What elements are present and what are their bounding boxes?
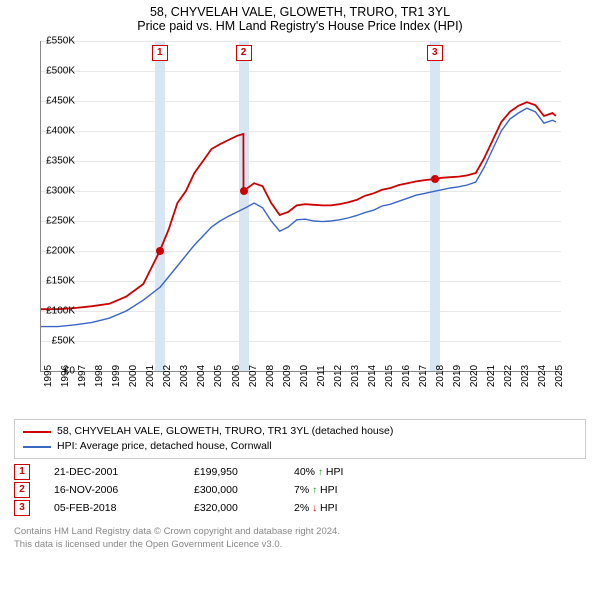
y-tick-label: £200K: [46, 246, 75, 257]
sales-table: 1 21-DEC-2001£199,95040% ↑ HPI 2 16-NOV-200…: [14, 463, 586, 517]
x-tick-label: 2023: [520, 365, 531, 387]
x-tick-label: 2017: [418, 365, 429, 387]
legend-item: HPI: Average price, detached house, Corn…: [23, 439, 577, 454]
x-tick-label: 2006: [231, 365, 242, 387]
sales-row: 1 21-DEC-2001£199,95040% ↑ HPI: [14, 463, 586, 481]
x-tick-label: 2025: [554, 365, 565, 387]
x-tick-label: 1996: [60, 365, 71, 387]
x-tick-label: 2010: [299, 365, 310, 387]
legend-swatch: [23, 446, 51, 448]
chart-lines-svg: [41, 41, 561, 371]
chart: 123 £0£50K£100K£150K£200K£250K£300K£350K…: [40, 41, 600, 411]
sales-row: 2 16-NOV-2006£300,0007% ↑ HPI: [14, 481, 586, 499]
x-tick-label: 2019: [452, 365, 463, 387]
x-tick-label: 2024: [537, 365, 548, 387]
legend-label: HPI: Average price, detached house, Corn…: [57, 439, 272, 454]
x-tick-label: 1999: [111, 365, 122, 387]
y-tick-label: £550K: [46, 36, 75, 47]
x-tick-label: 2020: [469, 365, 480, 387]
x-tick-label: 2003: [179, 365, 190, 387]
x-tick-label: 2022: [503, 365, 514, 387]
sale-marker: 2: [236, 45, 252, 61]
footer-line2: This data is licensed under the Open Gov…: [14, 538, 586, 551]
series-line: [41, 108, 556, 326]
title-block: 58, CHYVELAH VALE, GLOWETH, TRURO, TR1 3…: [0, 0, 600, 33]
y-tick-label: £450K: [46, 96, 75, 107]
footer: Contains HM Land Registry data © Crown c…: [14, 525, 586, 551]
sale-marker: 3: [427, 45, 443, 61]
x-tick-label: 2007: [248, 365, 259, 387]
y-tick-label: £300K: [46, 186, 75, 197]
sales-date: 16-NOV-2006: [54, 484, 194, 496]
x-tick-label: 2012: [333, 365, 344, 387]
y-tick-label: £500K: [46, 66, 75, 77]
sales-idx-box: 3: [14, 500, 30, 516]
x-tick-label: 2011: [316, 365, 327, 387]
x-tick-label: 2002: [162, 365, 173, 387]
series-line: [41, 102, 556, 309]
y-tick-label: £350K: [46, 156, 75, 167]
y-tick-label: £150K: [46, 276, 75, 287]
sales-date: 05-FEB-2018: [54, 502, 194, 514]
sale-dot: [240, 187, 248, 195]
x-tick-label: 1998: [94, 365, 105, 387]
sales-price: £199,950: [194, 466, 294, 478]
sales-idx-box: 1: [14, 464, 30, 480]
x-tick-label: 2004: [196, 365, 207, 387]
sales-price: £320,000: [194, 502, 294, 514]
x-tick-label: 2016: [401, 365, 412, 387]
x-tick-label: 2018: [435, 365, 446, 387]
x-tick-label: 2005: [213, 365, 224, 387]
x-tick-label: 1997: [77, 365, 88, 387]
legend-label: 58, CHYVELAH VALE, GLOWETH, TRURO, TR1 3…: [57, 424, 393, 439]
x-tick-label: 2009: [282, 365, 293, 387]
legend-item: 58, CHYVELAH VALE, GLOWETH, TRURO, TR1 3…: [23, 424, 577, 439]
sale-dot: [156, 247, 164, 255]
x-tick-label: 2014: [367, 365, 378, 387]
x-tick-label: 2008: [265, 365, 276, 387]
sale-marker: 1: [152, 45, 168, 61]
chart-title-line2: Price paid vs. HM Land Registry's House …: [0, 19, 600, 33]
page: 58, CHYVELAH VALE, GLOWETH, TRURO, TR1 3…: [0, 0, 600, 590]
x-tick-label: 1995: [43, 365, 54, 387]
x-tick-label: 2021: [486, 365, 497, 387]
legend: 58, CHYVELAH VALE, GLOWETH, TRURO, TR1 3…: [14, 419, 586, 459]
y-tick-label: £250K: [46, 216, 75, 227]
x-tick-label: 2000: [128, 365, 139, 387]
sales-change: 40% ↑ HPI: [294, 466, 414, 478]
sales-change: 7% ↑ HPI: [294, 484, 414, 496]
y-tick-label: £400K: [46, 126, 75, 137]
y-tick-label: £100K: [46, 306, 75, 317]
footer-line1: Contains HM Land Registry data © Crown c…: [14, 525, 586, 538]
sales-price: £300,000: [194, 484, 294, 496]
sales-date: 21-DEC-2001: [54, 466, 194, 478]
sale-dot: [431, 175, 439, 183]
plot-area: 1 2 3: [40, 41, 561, 372]
chart-title-line1: 58, CHYVELAH VALE, GLOWETH, TRURO, TR1 3…: [0, 5, 600, 19]
legend-swatch: [23, 431, 51, 433]
x-tick-label: 2013: [350, 365, 361, 387]
x-tick-label: 2015: [384, 365, 395, 387]
x-tick-label: 2001: [145, 365, 156, 387]
y-tick-label: £50K: [52, 336, 75, 347]
sales-row: 3 05-FEB-2018£320,0002% ↓ HPI: [14, 499, 586, 517]
sales-change: 2% ↓ HPI: [294, 502, 414, 514]
sales-idx-box: 2: [14, 482, 30, 498]
